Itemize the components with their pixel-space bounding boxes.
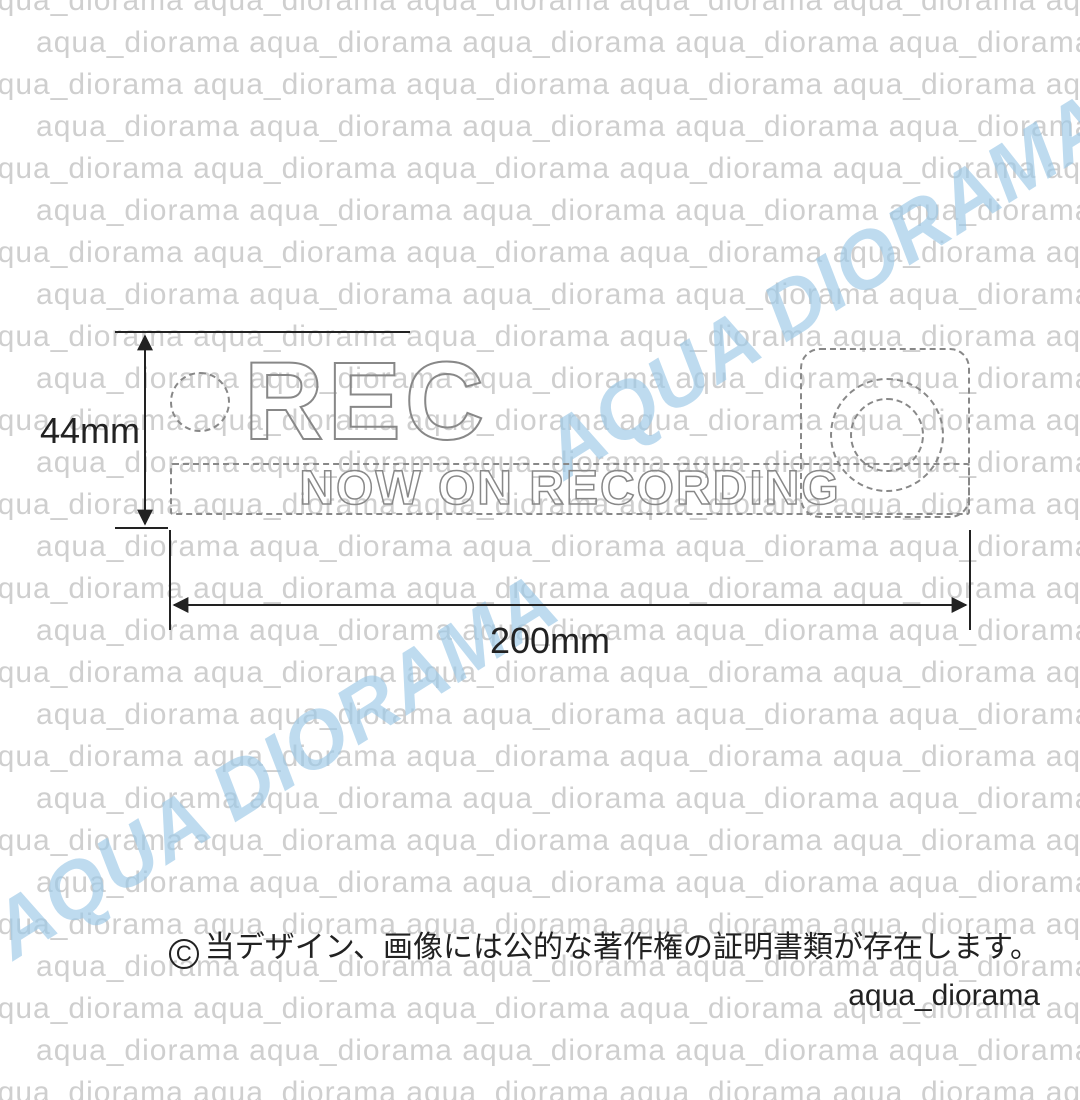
copyright-mark-icon: C: [169, 939, 199, 969]
copyright-line2: aqua_diorama: [0, 972, 1040, 1020]
copyright-line1: 当デザイン、画像には公的な著作権の証明書類が存在します。: [205, 931, 1040, 964]
dimension-height-label: 44mm: [40, 410, 140, 452]
dimension-drawing: [0, 0, 1080, 1080]
dimension-width-label: 200mm: [490, 620, 610, 662]
copyright-footer: C当デザイン、画像には公的な著作権の証明書類が存在します。 aqua_diora…: [0, 924, 1080, 1020]
